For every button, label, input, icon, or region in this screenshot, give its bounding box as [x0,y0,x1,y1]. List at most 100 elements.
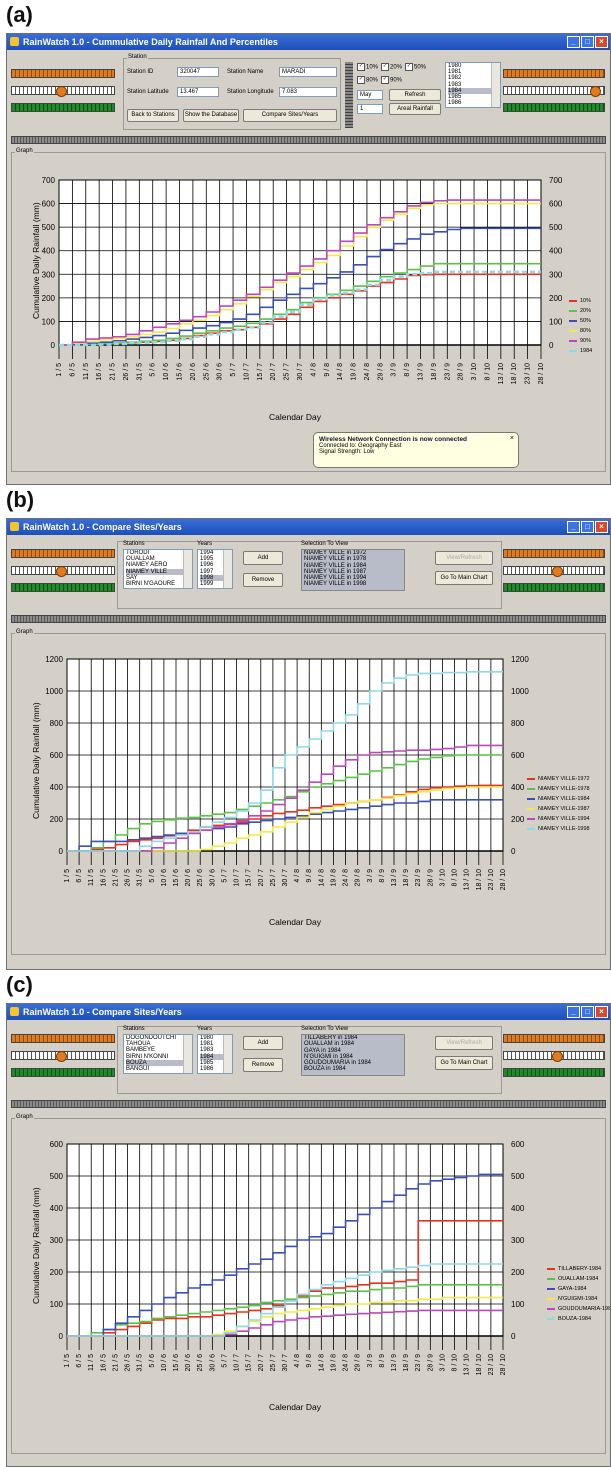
slider-knob[interactable] [56,566,67,577]
slider-knob-right[interactable] [552,566,563,577]
station-id-field[interactable]: 320047 [177,67,219,77]
selection-item[interactable]: TILLABERY in 1984 [304,1035,358,1041]
close-button[interactable]: × [595,36,608,48]
stations-scrollbar[interactable] [183,550,192,588]
year-item[interactable]: 1986 [200,1066,214,1073]
maximize-button[interactable]: □ [581,36,594,48]
year-item-selected[interactable]: 1998 [200,574,232,582]
year-list[interactable]: 1980 1981 1982 1983 1984 1985 1986 [445,62,501,108]
stations-list[interactable]: TORODI OUALLAM NIAMEY AERO NIAMEY VILLE … [123,549,193,589]
year-item[interactable]: 1997 [200,568,214,575]
selection-list[interactable]: TILLABERY in 1984 OUALLAM in 1984 GAYA i… [301,1034,405,1076]
selection-item[interactable]: NIAMEY VILLE in 1994 [304,575,367,582]
year-item-selected[interactable]: 1984 [448,87,500,95]
minimize-button[interactable]: _ [567,36,580,48]
year-list-scrollbar[interactable] [491,63,500,107]
selection-item[interactable]: NIAMEY VILLE in 1972 [304,550,367,556]
close-button[interactable]: × [595,1006,608,1018]
maximize-button[interactable]: □ [581,1006,594,1018]
year-item[interactable]: 1985 [448,94,462,101]
selection-item[interactable]: NIAMEY VILLE in 1984 [304,562,367,569]
station-longitude-field[interactable]: 7.083 [279,87,337,97]
station-item[interactable]: TORODI [126,550,150,556]
year-item[interactable]: 1986 [448,100,462,107]
stations-scrollbar[interactable] [183,1035,192,1073]
minimize-button[interactable]: _ [567,1006,580,1018]
stations-list[interactable]: DOGONDOUTCHI TAHOUA BAMBEYE BIRNI N'KONN… [123,1034,193,1074]
year-item[interactable]: 1985 [200,1059,214,1066]
slider-knob[interactable] [56,1051,67,1062]
selection-item[interactable]: OUALLAM in 1984 [304,1041,355,1048]
show-database-button[interactable]: Show the Database [183,109,239,122]
slider-knob-right[interactable] [552,1051,563,1062]
years-list[interactable]: 1994 1995 1996 1997 1998 1999 [197,549,233,589]
remove-button[interactable]: Remove [243,1058,283,1072]
selection-item[interactable]: NIAMEY VILLE in 1987 [304,568,367,575]
selection-item[interactable]: NIAMEY VILLE in 1978 [304,556,367,563]
refresh-button[interactable]: Refresh [389,89,441,101]
year-item[interactable]: 1994 [200,550,214,556]
year-item[interactable]: 1982 [448,75,462,82]
month-select[interactable]: May [357,90,383,100]
white-slider-bar-right[interactable] [503,566,605,577]
station-item[interactable]: BIRNI N'GAOURE [126,581,176,588]
selection-list[interactable]: NIAMEY VILLE in 1972 NIAMEY VILLE in 197… [301,549,405,591]
station-name-field[interactable]: MARADI [279,67,337,77]
add-button[interactable]: Add [243,551,283,565]
white-slider-bar[interactable] [11,86,115,97]
station-item-selected[interactable]: NIAMEY VILLE [126,568,192,575]
view-refresh-button[interactable]: View/Refresh [435,1036,493,1050]
station-item[interactable]: SAY [126,574,138,581]
add-button[interactable]: Add [243,1036,283,1050]
close-icon[interactable]: × [509,435,514,442]
year-item[interactable]: 1983 [200,1047,214,1054]
view-refresh-button[interactable]: View/Refresh [435,551,493,565]
areal-rainfall-button[interactable]: Areal Rainfall [389,103,441,115]
year-item-selected[interactable]: 1984 [200,1053,232,1060]
year-item[interactable]: 1995 [200,556,214,563]
checkbox-10[interactable]: ✓ 10% [357,63,379,71]
station-item[interactable]: BAMBEYE [126,1047,156,1054]
slider-knob-right[interactable] [590,86,601,97]
year-item[interactable]: 1981 [448,69,462,76]
selection-item[interactable]: GAYA in 1984 [304,1047,341,1054]
year-item[interactable]: 1999 [200,581,214,588]
years-scrollbar[interactable] [223,1035,232,1073]
selection-item[interactable]: NIAMEY VILLE in 1998 [304,581,367,588]
checkbox-80[interactable]: ✓ 80% [357,76,379,84]
station-item[interactable]: OUALLAM [126,556,155,563]
white-slider-bar-right[interactable] [503,86,605,97]
selection-item[interactable]: BOUZA in 1984 [304,1066,346,1073]
year-item[interactable]: 1983 [448,81,462,88]
white-slider-bar[interactable] [11,1051,115,1062]
station-item-selected[interactable]: BOUZA [126,1059,192,1067]
white-slider-bar-right[interactable] [503,1051,605,1062]
selection-item[interactable]: GOUDOUMARIA in 1984 [304,1060,372,1067]
wireless-notification[interactable]: Wireless Network Connection is now conne… [313,432,519,468]
remove-button[interactable]: Remove [243,573,283,587]
years-scrollbar[interactable] [223,550,232,588]
station-item[interactable]: DOGONDOUTCHI [126,1035,176,1041]
checkbox-90[interactable]: ✓ 90% [381,76,403,84]
checkbox-20[interactable]: ✓ 20% [381,63,403,71]
selection-item[interactable]: N'GUIGMI in 1984 [304,1053,353,1060]
station-item[interactable]: BIRNI N'KONNI [126,1053,169,1060]
year-item[interactable]: 1996 [200,562,214,569]
year-item[interactable]: 1980 [200,1035,214,1041]
close-button[interactable]: × [595,521,608,533]
compare-sites-button[interactable]: Compare Sites/Years [243,109,337,122]
year-item[interactable]: 1980 [448,63,462,69]
station-item[interactable]: TAHOUA [126,1041,151,1048]
slider-knob[interactable] [56,86,67,97]
go-to-main-chart-button[interactable]: Go To Main Chart [435,1056,493,1070]
back-to-stations-button[interactable]: Back to Stations [127,109,179,122]
station-item[interactable]: BANGUI [126,1066,150,1073]
white-slider-bar[interactable] [11,566,115,577]
station-latitude-field[interactable]: 13.467 [177,87,219,97]
day-select[interactable]: 1 [357,104,383,114]
year-item[interactable]: 1981 [200,1041,214,1048]
minimize-button[interactable]: _ [567,521,580,533]
go-to-main-chart-button[interactable]: Go To Main Chart [435,571,493,585]
checkbox-50[interactable]: ✓ 50% [405,63,427,71]
station-item[interactable]: NIAMEY AERO [126,562,168,569]
